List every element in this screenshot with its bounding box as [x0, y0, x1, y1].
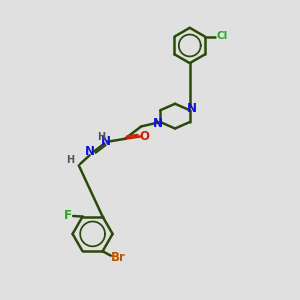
Text: H: H — [66, 155, 75, 165]
Text: H: H — [97, 132, 105, 142]
Text: N: N — [85, 145, 95, 158]
Text: N: N — [153, 117, 163, 130]
Text: Br: Br — [111, 251, 126, 264]
Text: F: F — [64, 209, 72, 223]
Text: O: O — [139, 130, 149, 143]
Text: N: N — [100, 135, 110, 148]
Text: N: N — [187, 102, 197, 115]
Text: Cl: Cl — [216, 31, 227, 41]
